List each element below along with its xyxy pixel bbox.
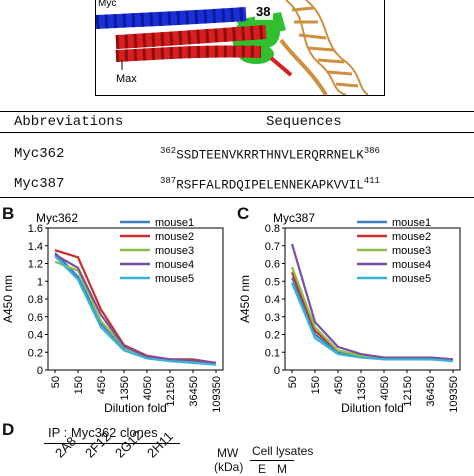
max-label: Max (116, 73, 137, 85)
y-tick-label: 0.2 (265, 330, 280, 342)
y-tick-label: 1.2 (28, 259, 43, 271)
y-tick-label: 0.3 (265, 312, 280, 324)
abbr-myc387: Myc387 (14, 176, 65, 192)
chart-myc362-svg: Myc362 0 0.2 0.4 0.6 0.8 1 1.2 1.4 1.6 50 150 450 135… (1, 211, 224, 415)
y-tick-label: 0.7 (265, 241, 280, 253)
y-tick-label: 0.4 (265, 294, 280, 306)
y-tick-label: 0.5 (265, 276, 280, 288)
site-label: 38 (256, 4, 270, 19)
y-tick-label: 0.4 (28, 330, 43, 342)
mw-label: MW (217, 446, 239, 460)
clone-labels: 2A8 2F12 2G12 2H11 (48, 428, 188, 474)
table-top-rule (0, 111, 474, 112)
sequence-myc387: 387RSFFALRDQIPELENNEKAPKVVIL411 (160, 176, 380, 193)
x-tick-label: 12150 (402, 376, 414, 407)
panel-letter-d: D (2, 420, 15, 439)
x-tick-label: 36450 (188, 376, 200, 407)
x-tick-label: 1350 (119, 376, 131, 400)
legend-label-mouse2: mouse2 (155, 231, 194, 243)
x-axis-label: Dilution fold (341, 401, 404, 415)
kda-label: (kDa) (214, 460, 244, 474)
y-tick-label: 0.1 (265, 347, 280, 359)
panel-letter-c: C (237, 204, 250, 223)
x-tick-label: 450 (96, 376, 108, 394)
x-tick-label: 50 (50, 376, 62, 388)
x-tick-label: 150 (73, 376, 85, 394)
table-bottom-rule (0, 197, 474, 198)
series-line-mouse2 (290, 271, 454, 361)
chart-title: Myc387 (273, 211, 315, 225)
y-tick-label: 0.8 (265, 223, 280, 235)
series-line-mouse4 (54, 253, 217, 364)
legend-label-mouse1: mouse1 (392, 217, 431, 229)
x-tick-label: 36450 (425, 376, 437, 407)
series-line-mouse1 (290, 277, 453, 361)
header-abbreviations: Abbreviations (14, 114, 124, 130)
sequence-myc362: 362SSDTEENVKRRTHNVLERQRRNELK386 (160, 146, 380, 163)
header-sequences: Sequences (266, 114, 342, 130)
chart-myc362: Myc362 0 0.2 0.4 0.6 0.8 1 1.2 1.4 1.6 50 150 450 135… (0, 200, 237, 420)
legend-label-mouse2: mouse2 (392, 231, 431, 243)
y-tick-label: 1.4 (28, 241, 43, 253)
legend-label-mouse1: mouse1 (155, 217, 194, 229)
panel-letter-b: B (2, 204, 15, 223)
ip-label: IP : Myc362 clones (48, 425, 158, 440)
y-tick-label: 0.2 (28, 347, 43, 359)
chart-title: Myc362 (36, 211, 78, 225)
series-line-mouse5 (290, 282, 454, 363)
y-tick-label: 0 (274, 365, 280, 377)
myc-label: Myc (98, 0, 116, 9)
legend-label-mouse4: mouse4 (155, 259, 194, 271)
y-axis-label: A450 nm (1, 275, 15, 323)
x-tick-label: 109350 (448, 376, 460, 413)
y-tick-label: 1.6 (28, 223, 43, 235)
protein-structure-image: 38 Myc Max (96, 0, 369, 95)
x-tick-label: 150 (310, 376, 322, 394)
y-tick-label: 1 (37, 276, 43, 288)
series-line-mouse4 (290, 243, 454, 361)
cell-lysates-label: Cell lysates (252, 444, 314, 458)
y-tick-label: 0 (37, 365, 43, 377)
x-tick-label: 109350 (211, 376, 223, 413)
series-line-mouse5 (54, 255, 217, 366)
y-axis-label: A450 nm (238, 275, 252, 323)
y-tick-label: 0.6 (265, 259, 280, 271)
lane-m: M (277, 462, 287, 476)
legend-label-mouse3: mouse3 (392, 245, 431, 257)
x-tick-label: 450 (333, 376, 345, 394)
legend-label-mouse4: mouse4 (392, 259, 431, 271)
abbr-myc362: Myc362 (14, 146, 65, 162)
x-axis-label: Dilution fold (104, 401, 167, 415)
legend-label-mouse5: mouse5 (155, 273, 194, 285)
x-tick-label: 4050 (142, 376, 154, 400)
protein-structure-panel: 38 Myc Max (95, 0, 385, 96)
x-tick-label: 4050 (379, 376, 391, 400)
ip-bracket-line (44, 443, 180, 444)
x-tick-label: 12150 (165, 376, 177, 407)
lane-e: E (258, 462, 267, 476)
table-header-rule (0, 132, 474, 133)
x-tick-label: 50 (287, 376, 299, 388)
chart-myc387: Myc387 0 0.1 0.2 0.3 0.4 0.5 0.6 0.7 0.8 50 150 450 1… (237, 200, 474, 420)
x-tick-label: 1350 (356, 376, 368, 400)
y-tick-label: 0.6 (28, 312, 43, 324)
chart-myc387-svg: Myc387 0 0.1 0.2 0.3 0.4 0.5 0.6 0.7 0.8 50 150 450 1… (238, 211, 461, 415)
y-tick-label: 0.8 (28, 294, 43, 306)
legend-label-mouse3: mouse3 (155, 245, 194, 257)
lysates-rule (250, 460, 294, 461)
legend-label-mouse5: mouse5 (392, 273, 431, 285)
